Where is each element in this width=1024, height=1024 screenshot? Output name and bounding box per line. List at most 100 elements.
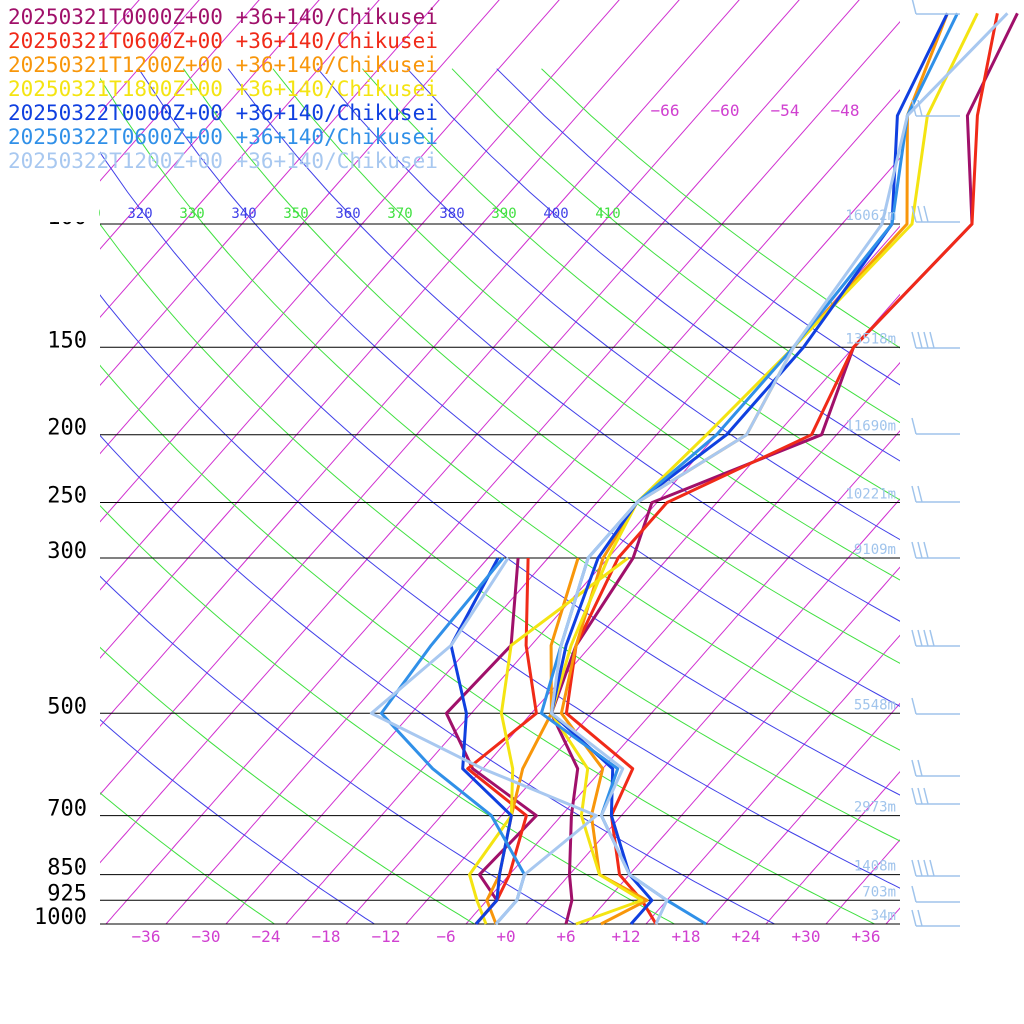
- height-label: 13518m: [845, 331, 896, 347]
- isotherm-line: [465, 430, 900, 924]
- wind-barb-flag: [923, 541, 929, 559]
- isotherm-line: [100, 0, 560, 523]
- wind-barb-flag: [911, 759, 917, 777]
- wind-barb-flag: [917, 99, 923, 117]
- temperature-line: [564, 13, 999, 925]
- wind-barb-flag: [923, 859, 929, 877]
- pressure-label: 500: [47, 694, 87, 719]
- isotherm-line: [645, 634, 900, 924]
- legend-entry: 20250322T0000Z+00 +36+140/Chikusei: [8, 101, 438, 125]
- isotherm-line: [100, 0, 680, 659]
- pressure-label: 850: [47, 856, 87, 881]
- dewpoint-line: [466, 557, 538, 925]
- dry-adiabat-line: [100, 575, 575, 924]
- wind-barb-flag: [917, 859, 923, 877]
- isotherm-line: [225, 157, 900, 924]
- dry-adiabat-line: [100, 364, 875, 924]
- wind-barb-flag: [917, 485, 923, 503]
- temperature-line: [549, 12, 1009, 925]
- temperature-tick-label: +36: [852, 927, 881, 946]
- theta-label: 360: [335, 206, 360, 222]
- temperature-tick-label: −36: [132, 927, 161, 946]
- wind-barb-flag: [929, 331, 935, 349]
- legend-entry: 20250321T1800Z+00 +36+140/Chikusei: [8, 77, 438, 101]
- pressure-label: 700: [47, 797, 87, 822]
- dewpoint-line: [444, 557, 538, 925]
- temperature-tick-label: +0: [496, 927, 515, 946]
- wind-barb-flag: [917, 787, 923, 805]
- height-label: 10221m: [845, 487, 896, 503]
- dry-adiabat-line: [406, 68, 900, 462]
- isotherm-line: [825, 839, 900, 924]
- isotherm-line: [100, 0, 500, 455]
- dry-adiabat-line: [100, 792, 275, 924]
- temperature-line: [549, 12, 979, 926]
- upper-temperature-label: −48: [831, 101, 860, 120]
- wind-barb-flag: [911, 787, 917, 805]
- pressure-label: 150: [47, 328, 87, 353]
- temperature-tick-label: −18: [312, 927, 341, 946]
- wind-barb-flag: [917, 331, 923, 349]
- dewpoint-line: [449, 557, 513, 925]
- wind-barbs: [911, 0, 960, 927]
- theta-label: 370: [387, 206, 412, 222]
- pressure-label: 300: [47, 539, 87, 564]
- temperature-tick-label: +30: [792, 927, 821, 946]
- upper-temperature-label: −60: [711, 101, 740, 120]
- wind-barb-flag: [911, 0, 917, 15]
- wind-barb-flag: [911, 417, 917, 435]
- chart-labels: 100150200250300500700850925100016062m135…: [0, 101, 896, 946]
- pressure-label: 925: [47, 881, 87, 906]
- isobar-lines: [100, 223, 900, 925]
- height-label: 703m: [862, 884, 896, 900]
- theta-label-mask: [0, 200, 99, 222]
- temperature-tick-label: −6: [436, 927, 455, 946]
- height-label: 16062m: [845, 208, 896, 224]
- sounding-series: [369, 12, 1019, 926]
- theta-label: 320: [127, 206, 152, 222]
- theta-label: 350: [283, 206, 308, 222]
- wind-barb-flag: [911, 205, 917, 223]
- dry-adiabat-line: [100, 223, 900, 842]
- dry-adiabat-line: [362, 68, 900, 501]
- height-label: 34m: [871, 908, 896, 924]
- height-label: 5548m: [854, 697, 896, 713]
- wind-barb-flag: [911, 909, 917, 927]
- theta-label: 410: [595, 206, 620, 222]
- wind-barb-flag: [911, 99, 917, 117]
- dewpoint-line: [485, 557, 580, 925]
- dry-adiabat-line: [138, 68, 900, 707]
- isotherm-line: [946, 0, 1024, 924]
- wind-barb-flag: [917, 541, 923, 559]
- dry-adiabat-line: [317, 68, 900, 541]
- pressure-label: 200: [47, 416, 87, 441]
- legend-entry: 20250321T0000Z+00 +36+140/Chikusei: [8, 5, 438, 29]
- wind-barb-flag: [911, 629, 917, 647]
- temperature-tick-label: −24: [252, 927, 281, 946]
- wind-barb-flag: [929, 859, 935, 877]
- dry-adiabat-line: [100, 718, 375, 924]
- theta-label: 400: [543, 206, 568, 222]
- wind-barb-flag: [923, 787, 929, 805]
- wind-barb-flag: [911, 885, 917, 903]
- wind-barb-flag: [917, 205, 923, 223]
- dry-adiabat-line: [100, 504, 675, 924]
- upper-temperature-label: −66: [651, 101, 680, 120]
- legend-entry: 20250322T0600Z+00 +36+140/Chikusei: [8, 125, 438, 149]
- legend-entry: 20250321T0600Z+00 +36+140/Chikusei: [8, 29, 438, 53]
- isotherm-line: [100, 0, 620, 591]
- wind-barb-flag: [917, 629, 923, 647]
- height-label: 11690m: [845, 419, 896, 435]
- legend: 20250321T0000Z+00 +36+140/Chikusei202503…: [8, 5, 438, 173]
- isotherm-line: [100, 0, 800, 796]
- wind-barb-flag: [929, 629, 935, 647]
- upper-temperature-label: −54: [771, 101, 800, 120]
- dry-adiabat-line: [272, 68, 900, 581]
- temperature-tick-label: +6: [556, 927, 575, 946]
- dry-adiabat-line: [100, 434, 775, 924]
- theta-label: 390: [491, 206, 516, 222]
- theta-label: 380: [439, 206, 464, 222]
- isotherm-line: [105, 20, 900, 924]
- dry-adiabat-line: [182, 68, 900, 664]
